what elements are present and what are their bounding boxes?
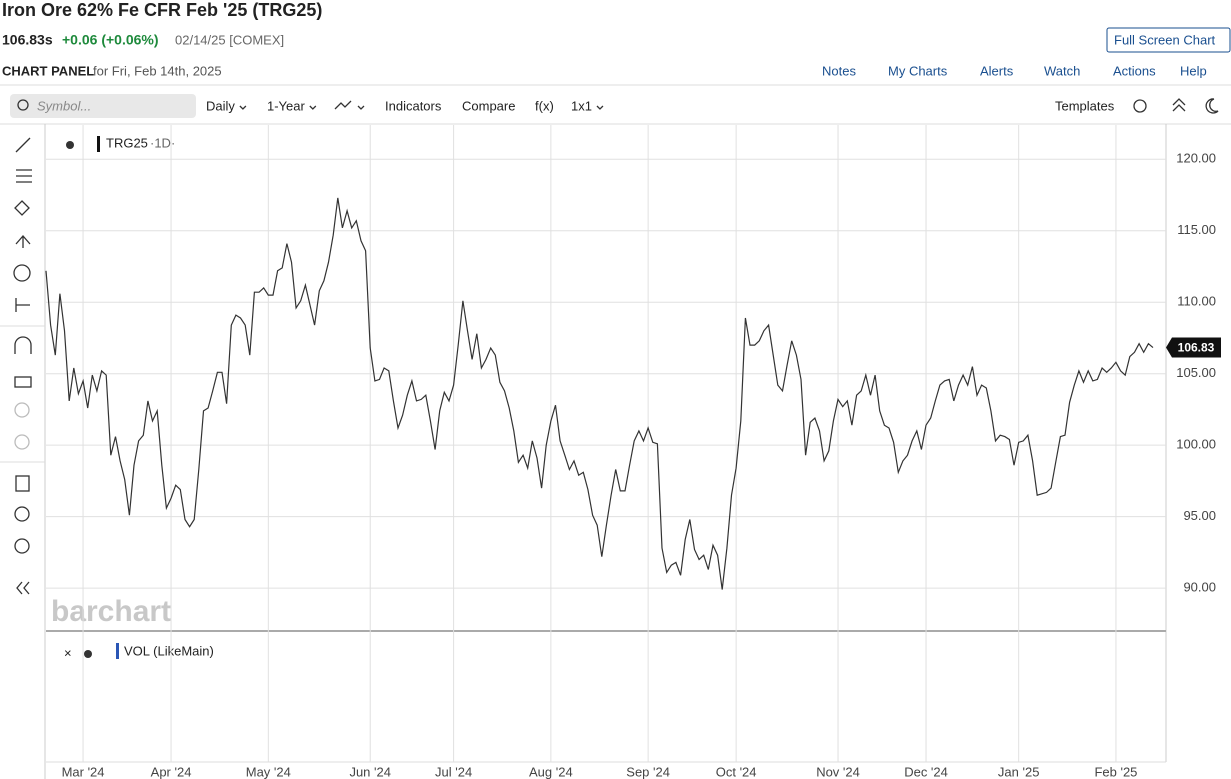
y-tick-label: 115.00 bbox=[1177, 222, 1216, 237]
collapse-icon[interactable] bbox=[1172, 98, 1186, 112]
x-tick-label: Oct '24 bbox=[716, 764, 757, 779]
x-tick-label: Nov '24 bbox=[816, 764, 860, 779]
zoom-in-icon[interactable] bbox=[14, 506, 30, 522]
templates[interactable]: Templates bbox=[1055, 98, 1115, 113]
drawing-tools bbox=[0, 137, 45, 595]
dropdown-chevron[interactable] bbox=[239, 105, 247, 110]
toolbar-item[interactable]: f(x) bbox=[535, 98, 554, 113]
dropdown-chevron[interactable] bbox=[596, 105, 604, 110]
watermark: barchart bbox=[51, 595, 171, 628]
header-link[interactable]: Watch bbox=[1044, 63, 1080, 78]
price: 106.83s bbox=[2, 32, 53, 48]
undo-icon[interactable] bbox=[14, 402, 30, 418]
full-screen-button[interactable] bbox=[1106, 27, 1231, 53]
title: Iron Ore 62% Fe CFR Feb '25 (TRG25) bbox=[2, 0, 322, 20]
y-tick-label: 120.00 bbox=[1176, 151, 1216, 166]
toolbar-item[interactable]: Compare bbox=[462, 98, 515, 113]
tool-icon[interactable] bbox=[15, 235, 31, 248]
tool-icon[interactable] bbox=[15, 137, 31, 153]
redo-icon[interactable] bbox=[14, 434, 30, 450]
header-link[interactable]: Help bbox=[1180, 63, 1207, 78]
symbol-placeholder[interactable]: Symbol... bbox=[37, 98, 91, 113]
x-tick-label: Jan '25 bbox=[998, 764, 1040, 779]
settings-icon[interactable] bbox=[1133, 99, 1147, 113]
magnet-icon[interactable] bbox=[14, 336, 32, 354]
series-name: TRG25 bbox=[106, 135, 148, 150]
x-tick-label: May '24 bbox=[246, 764, 291, 779]
y-tick-label: 95.00 bbox=[1183, 508, 1216, 523]
toolbar-item[interactable]: Daily bbox=[206, 98, 235, 113]
x-tick-label: Feb '25 bbox=[1094, 764, 1137, 779]
tool-icon[interactable] bbox=[14, 200, 30, 216]
tool-icon[interactable] bbox=[15, 298, 30, 312]
lock-icon[interactable] bbox=[14, 376, 32, 388]
toolbar-item[interactable]: Indicators bbox=[385, 98, 442, 113]
last-price-label: 106.83 bbox=[1178, 341, 1215, 355]
zoom-out-icon[interactable] bbox=[14, 538, 30, 554]
last-price-badge bbox=[1166, 337, 1221, 358]
symbol-input[interactable] bbox=[10, 94, 196, 118]
header-link[interactable]: My Charts bbox=[888, 63, 948, 78]
header-link[interactable]: Actions bbox=[1113, 63, 1156, 78]
panel-title: CHART PANEL bbox=[2, 63, 94, 78]
theme-icon[interactable] bbox=[1205, 98, 1219, 114]
close-icon[interactable]: × bbox=[64, 645, 72, 660]
x-tick-label: Sep '24 bbox=[626, 764, 670, 779]
panel-date: for Fri, Feb 14th, 2025 bbox=[93, 63, 222, 78]
full-screen-label[interactable]: Full Screen Chart bbox=[1114, 32, 1216, 47]
header-link[interactable]: Notes bbox=[822, 63, 856, 78]
chart-style-icon[interactable] bbox=[334, 100, 352, 110]
eye-icon[interactable] bbox=[66, 141, 74, 149]
x-tick-label: Aug '24 bbox=[529, 764, 573, 779]
y-tick-label: 100.00 bbox=[1176, 437, 1216, 452]
quote-date: 02/14/25 [COMEX] bbox=[175, 32, 284, 47]
x-tick-label: Apr '24 bbox=[151, 764, 192, 779]
series-swatch bbox=[97, 136, 100, 152]
series-interval: ·1D· bbox=[150, 135, 175, 150]
header-link[interactable]: Alerts bbox=[980, 63, 1014, 78]
collapse-sidebar[interactable] bbox=[16, 581, 30, 595]
volume-swatch bbox=[116, 643, 119, 659]
toolbar-item[interactable]: 1x1 bbox=[571, 98, 592, 113]
x-tick-label: Jun '24 bbox=[349, 764, 391, 779]
x-tick-label: Jul '24 bbox=[435, 764, 472, 779]
change: +0.06 (+0.06%) bbox=[62, 32, 159, 48]
dropdown-chevron[interactable] bbox=[357, 105, 365, 110]
x-tick-label: Mar '24 bbox=[62, 764, 105, 779]
trash-icon[interactable] bbox=[15, 475, 30, 492]
y-tick-label: 90.00 bbox=[1183, 580, 1216, 595]
volume-label: VOL (LikeMain) bbox=[124, 643, 214, 658]
dropdown-chevron[interactable] bbox=[309, 105, 317, 110]
tool-icon[interactable] bbox=[13, 264, 31, 282]
x-tick-label: Dec '24 bbox=[904, 764, 948, 779]
search-icon bbox=[17, 99, 29, 111]
price-line bbox=[45, 197, 1154, 590]
eye-icon[interactable] bbox=[84, 650, 92, 658]
y-tick-label: 110.00 bbox=[1177, 294, 1216, 309]
tool-icon[interactable] bbox=[16, 169, 32, 183]
y-tick-label: 105.00 bbox=[1176, 365, 1216, 380]
toolbar-item[interactable]: 1-Year bbox=[267, 98, 305, 113]
